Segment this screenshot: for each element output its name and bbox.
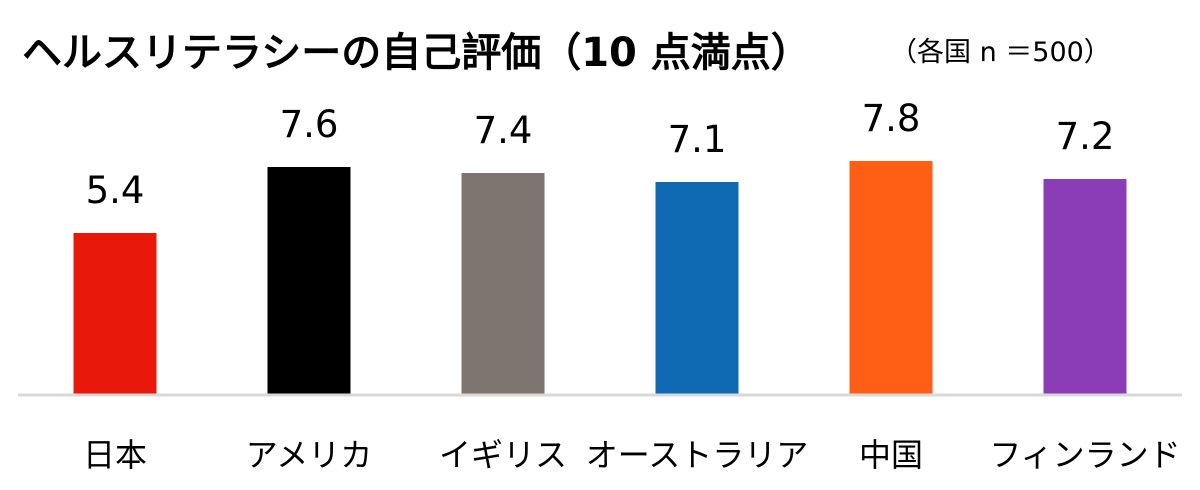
data-label-4: 7.8 <box>862 97 921 140</box>
x-tick-label-2: イギリス <box>439 436 567 474</box>
chart-title: ヘルスリテラシーの自己評価（10 点満点） <box>22 30 811 76</box>
data-label-2: 7.4 <box>474 109 533 152</box>
bar-0 <box>73 233 157 395</box>
x-tick-label-1: アメリカ <box>246 436 372 474</box>
bar-4 <box>849 161 933 395</box>
x-tick-label-4: 中国 <box>859 436 923 474</box>
x-tick-label-0: 日本 <box>83 436 147 474</box>
data-label-3: 7.1 <box>668 118 727 161</box>
x-tick-label-3: オーストラリア <box>586 436 808 474</box>
bar-5 <box>1043 179 1127 395</box>
data-label-5: 7.2 <box>1056 115 1115 158</box>
bar-2 <box>461 173 545 395</box>
x-tick-label-5: フィンランド <box>989 436 1180 474</box>
chart-subtitle: （各国 n ＝500） <box>890 37 1111 68</box>
bar-1 <box>267 167 351 395</box>
bars-group <box>73 161 1127 395</box>
data-label-1: 7.6 <box>280 103 339 146</box>
bar-3 <box>655 182 739 395</box>
data-labels-group: 5.4 7.6 7.4 7.1 7.8 7.2 <box>86 97 1115 212</box>
x-tick-labels-group: 日本 アメリカ イギリス オーストラリア 中国 フィンランド <box>83 436 1181 474</box>
data-label-0: 5.4 <box>86 169 145 212</box>
